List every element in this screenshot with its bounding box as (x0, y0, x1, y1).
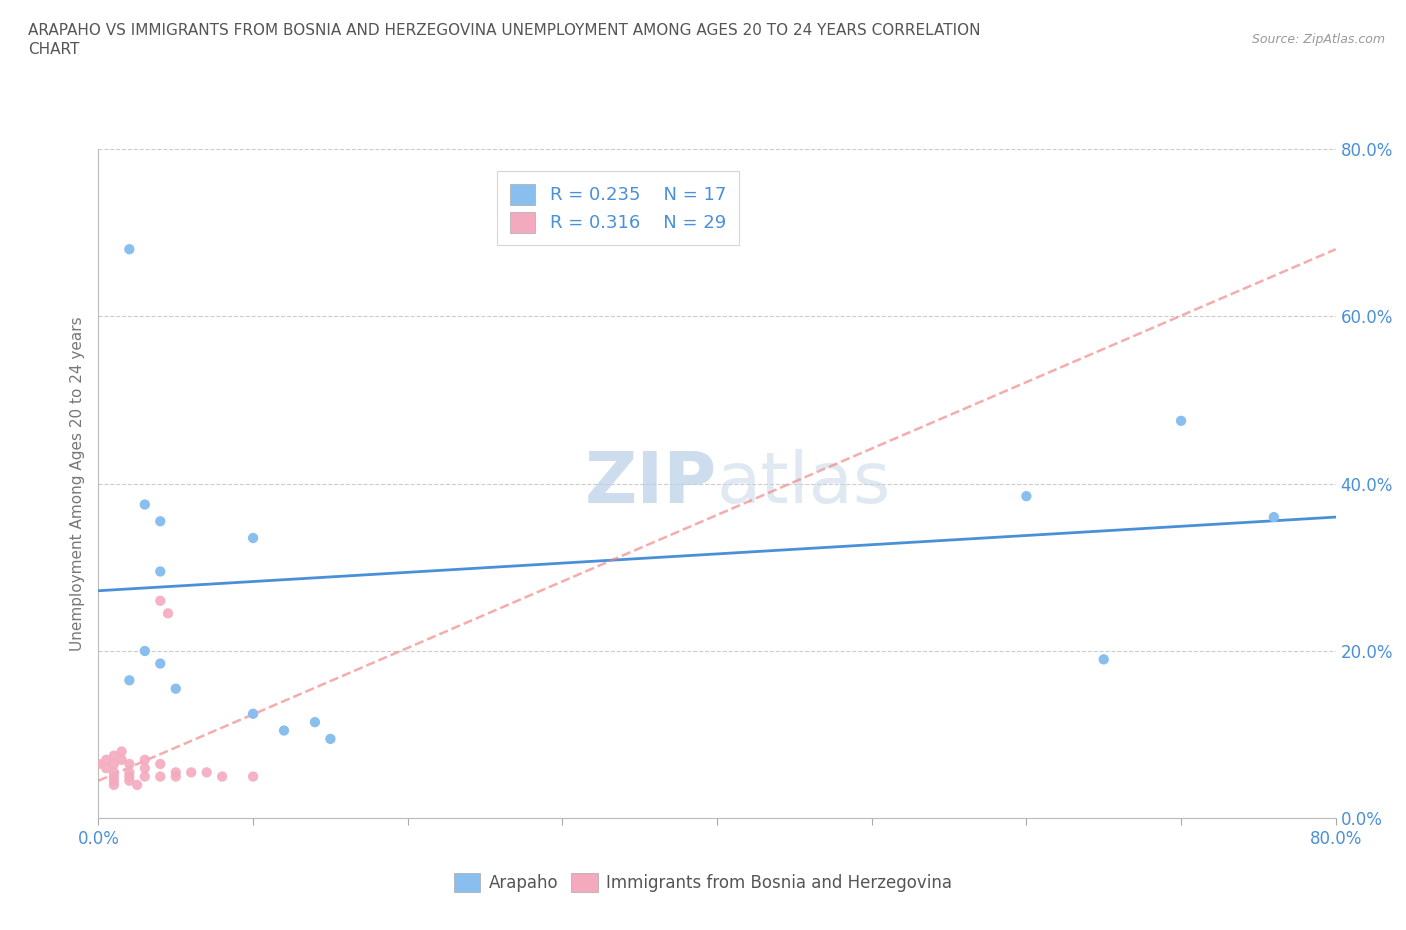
Point (127, 777, 149, 792)
Point (1263, 510, 1285, 525)
Point (149, 769, 172, 784)
Point (149, 593, 172, 608)
Point (96, 761, 118, 776)
Y-axis label: Unemployment Among Ages 20 to 24 years: Unemployment Among Ages 20 to 24 years (69, 316, 84, 651)
Legend: Arapaho, Immigrants from Bosnia and Herzegovina: Arapaho, Immigrants from Bosnia and Herz… (447, 866, 959, 898)
Point (242, 769, 264, 784)
Point (103, 774, 125, 789)
Point (103, 748, 125, 763)
Point (134, 769, 156, 784)
Point (165, 764, 187, 779)
Point (118, 764, 141, 779)
Point (211, 769, 233, 784)
Point (96, 752, 118, 767)
Point (149, 757, 172, 772)
Point (118, 769, 141, 784)
Point (180, 764, 202, 779)
Point (134, 498, 156, 512)
Point (103, 777, 125, 792)
Point (1170, 414, 1192, 429)
Legend: R = 0.235    N = 17, R = 0.316    N = 29: R = 0.235 N = 17, R = 0.316 N = 29 (498, 171, 738, 246)
Point (319, 731, 342, 746)
Point (273, 724, 295, 738)
Point (118, 242, 141, 257)
Text: ZIP: ZIP (585, 449, 717, 518)
Point (1015, 489, 1038, 504)
Point (157, 606, 180, 621)
Point (304, 714, 326, 729)
Point (118, 673, 141, 688)
Text: ARAPAHO VS IMMIGRANTS FROM BOSNIA AND HERZEGOVINA UNEMPLOYMENT AMONG AGES 20 TO : ARAPAHO VS IMMIGRANTS FROM BOSNIA AND HE… (28, 23, 980, 38)
Text: Source: ZipAtlas.com: Source: ZipAtlas.com (1251, 33, 1385, 46)
Point (103, 764, 125, 779)
Point (1092, 652, 1115, 667)
Point (242, 707, 264, 722)
Point (165, 681, 187, 696)
Point (87, 757, 110, 772)
Point (165, 769, 187, 784)
Point (195, 764, 218, 779)
Point (134, 644, 156, 658)
Point (118, 774, 141, 789)
Point (242, 530, 264, 545)
Point (103, 757, 125, 772)
Point (111, 744, 132, 759)
Point (149, 564, 172, 578)
Point (111, 752, 132, 767)
Point (134, 752, 156, 767)
Point (103, 769, 125, 784)
Point (149, 513, 172, 528)
Point (118, 757, 141, 772)
Text: CHART: CHART (28, 42, 80, 57)
Text: atlas: atlas (717, 449, 891, 518)
Point (134, 761, 156, 776)
Point (149, 657, 172, 671)
